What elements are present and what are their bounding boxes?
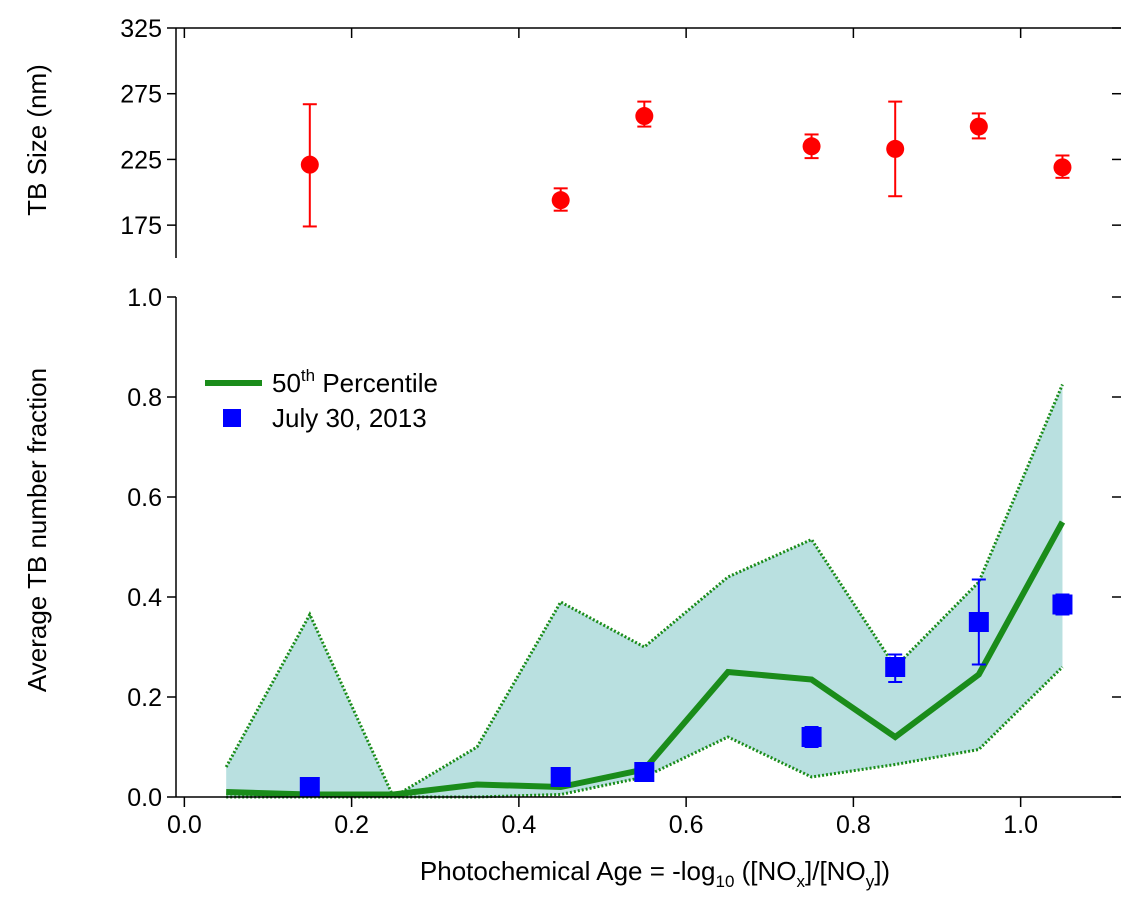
size-point bbox=[635, 107, 654, 126]
x-tick-label: 0.6 bbox=[669, 811, 704, 839]
bottom-y-tick-label: 0.0 bbox=[127, 784, 162, 812]
size-point bbox=[1053, 158, 1072, 177]
size-point bbox=[886, 139, 905, 158]
top-y-tick-label: 225 bbox=[120, 146, 162, 174]
top-y-tick-label: 175 bbox=[120, 212, 162, 240]
bottom-y-tick-label: 0.2 bbox=[127, 684, 162, 712]
size-point bbox=[969, 117, 988, 136]
top-panel: 175 225 275 325 bbox=[120, 15, 1121, 258]
x-tick-label: 0.2 bbox=[334, 811, 369, 839]
bottom-y-tick-label: 1.0 bbox=[127, 284, 162, 312]
bottom-y-axis-label: Average TB number fraction bbox=[22, 368, 52, 692]
size-point bbox=[802, 137, 821, 156]
x-tick-label: 0.8 bbox=[836, 811, 871, 839]
fraction-point bbox=[968, 612, 989, 632]
bottom-y-tick-label: 0.8 bbox=[127, 384, 162, 412]
legend-median-label: 50th Percentile bbox=[272, 366, 438, 398]
legend: 50th Percentile July 30, 2013 bbox=[205, 366, 438, 433]
bottom-panel: 0.0 0.2 0.4 0.6 0.8 1.0 0.0 0.2 0.4 0.6 0.8 1.0 bbox=[127, 284, 1121, 839]
bottom-y-tick-label: 0.6 bbox=[127, 484, 162, 512]
fraction-point bbox=[1052, 594, 1073, 615]
percentile-range-band bbox=[226, 384, 1063, 797]
x-tick-label: 1.0 bbox=[1003, 811, 1038, 839]
top-y-tick-label: 325 bbox=[120, 15, 162, 43]
fraction-point bbox=[299, 777, 320, 797]
x-axis-label: Photochemical Age = -log10 ([NOx]/[NOy]) bbox=[420, 856, 890, 891]
legend-date-marker-swatch bbox=[223, 409, 241, 427]
fraction-point bbox=[801, 727, 822, 747]
x-tick-label: 0.0 bbox=[167, 811, 202, 839]
fraction-point bbox=[634, 762, 655, 782]
fraction-point bbox=[885, 657, 906, 677]
fraction-point bbox=[550, 767, 571, 787]
top-y-tick-label: 275 bbox=[120, 81, 162, 109]
top-y-axis-label: TB Size (nm) bbox=[22, 64, 52, 216]
bottom-y-tick-label: 0.4 bbox=[127, 584, 162, 612]
size-point bbox=[300, 155, 319, 174]
legend-date-label: July 30, 2013 bbox=[272, 403, 427, 433]
x-tick-label: 0.4 bbox=[501, 811, 536, 839]
size-point bbox=[551, 191, 570, 210]
